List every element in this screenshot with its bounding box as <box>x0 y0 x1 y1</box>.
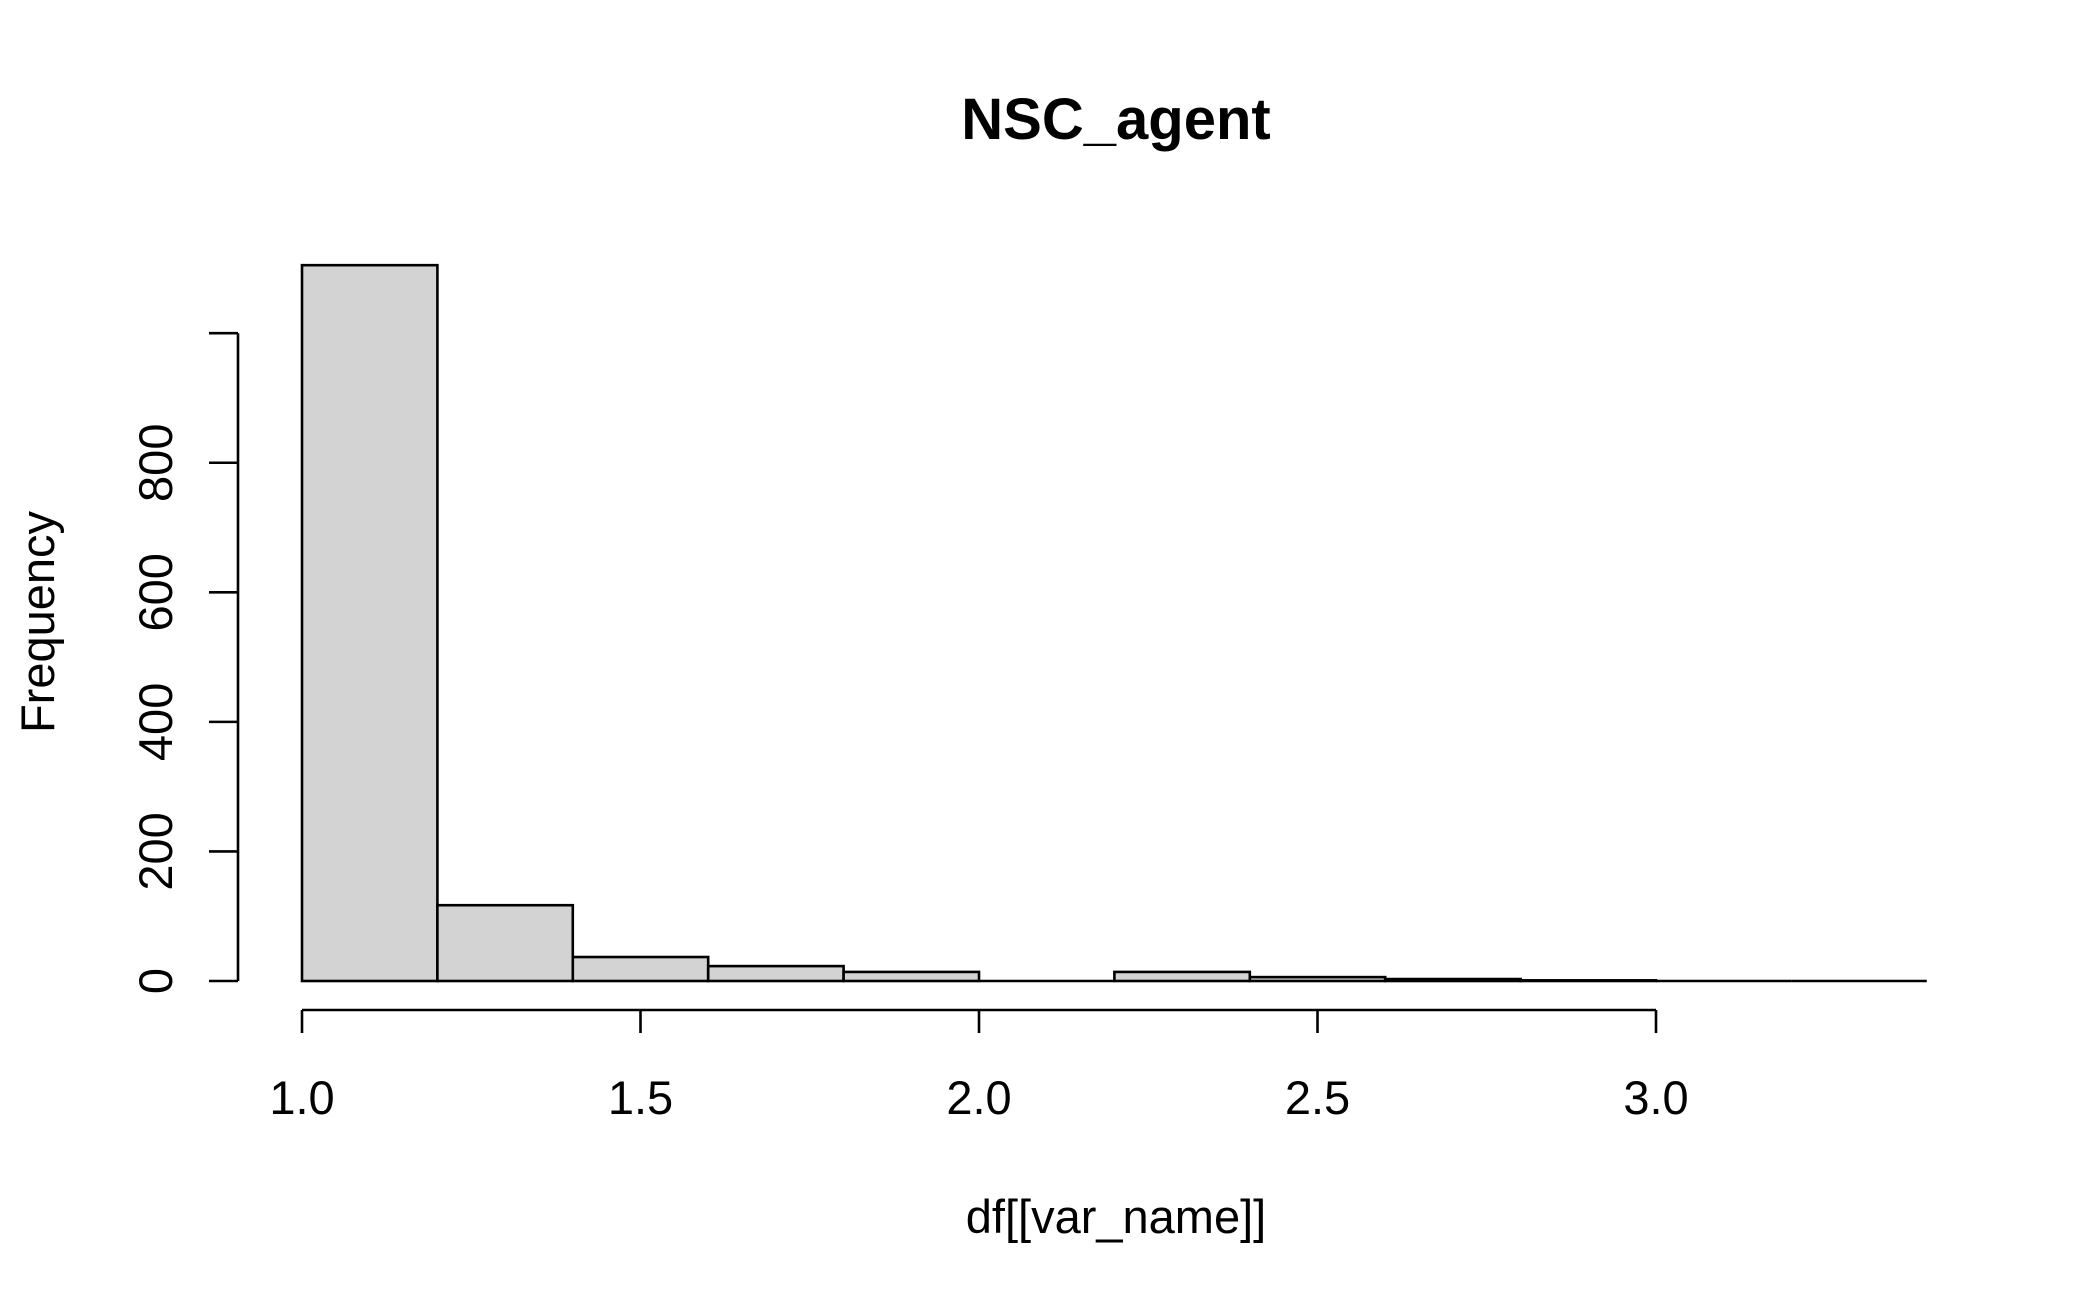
histogram-bar-6 <box>1113 970 1252 983</box>
y-tick-label: 800 <box>129 424 182 502</box>
x-axis: 1.0 1.5 2.0 2.5 3.0 <box>269 1008 1689 1124</box>
y-axis-label: Frequency <box>11 510 64 733</box>
histogram-bar-1 <box>436 903 575 983</box>
histogram-bar-2 <box>571 955 710 983</box>
y-axis: 0 200 400 600 800 <box>129 331 240 994</box>
histogram-bar-3 <box>706 964 845 983</box>
histogram-bar-4 <box>842 970 981 983</box>
y-tick-label: 400 <box>129 683 182 761</box>
histogram-bar-7 <box>1248 975 1387 983</box>
x-tick-label: 2.5 <box>1285 1071 1350 1124</box>
x-tick-label: 1.0 <box>269 1071 334 1124</box>
histogram-bar-8 <box>1383 977 1522 983</box>
x-tick-label: 3.0 <box>1623 1071 1688 1124</box>
y-tick-label: 200 <box>129 812 182 890</box>
x-tick-label: 1.5 <box>608 1071 673 1124</box>
y-tick-label: 0 <box>129 968 182 994</box>
histogram-bar-0 <box>300 263 439 983</box>
histogram-bar-9 <box>1519 979 1658 983</box>
bars-group <box>300 263 1927 983</box>
chart-title: NSC_agent <box>961 87 1270 152</box>
x-tick-label: 2.0 <box>946 1071 1011 1124</box>
y-tick-label: 600 <box>129 553 182 631</box>
x-axis-label: df[[var_name]] <box>966 1190 1266 1243</box>
